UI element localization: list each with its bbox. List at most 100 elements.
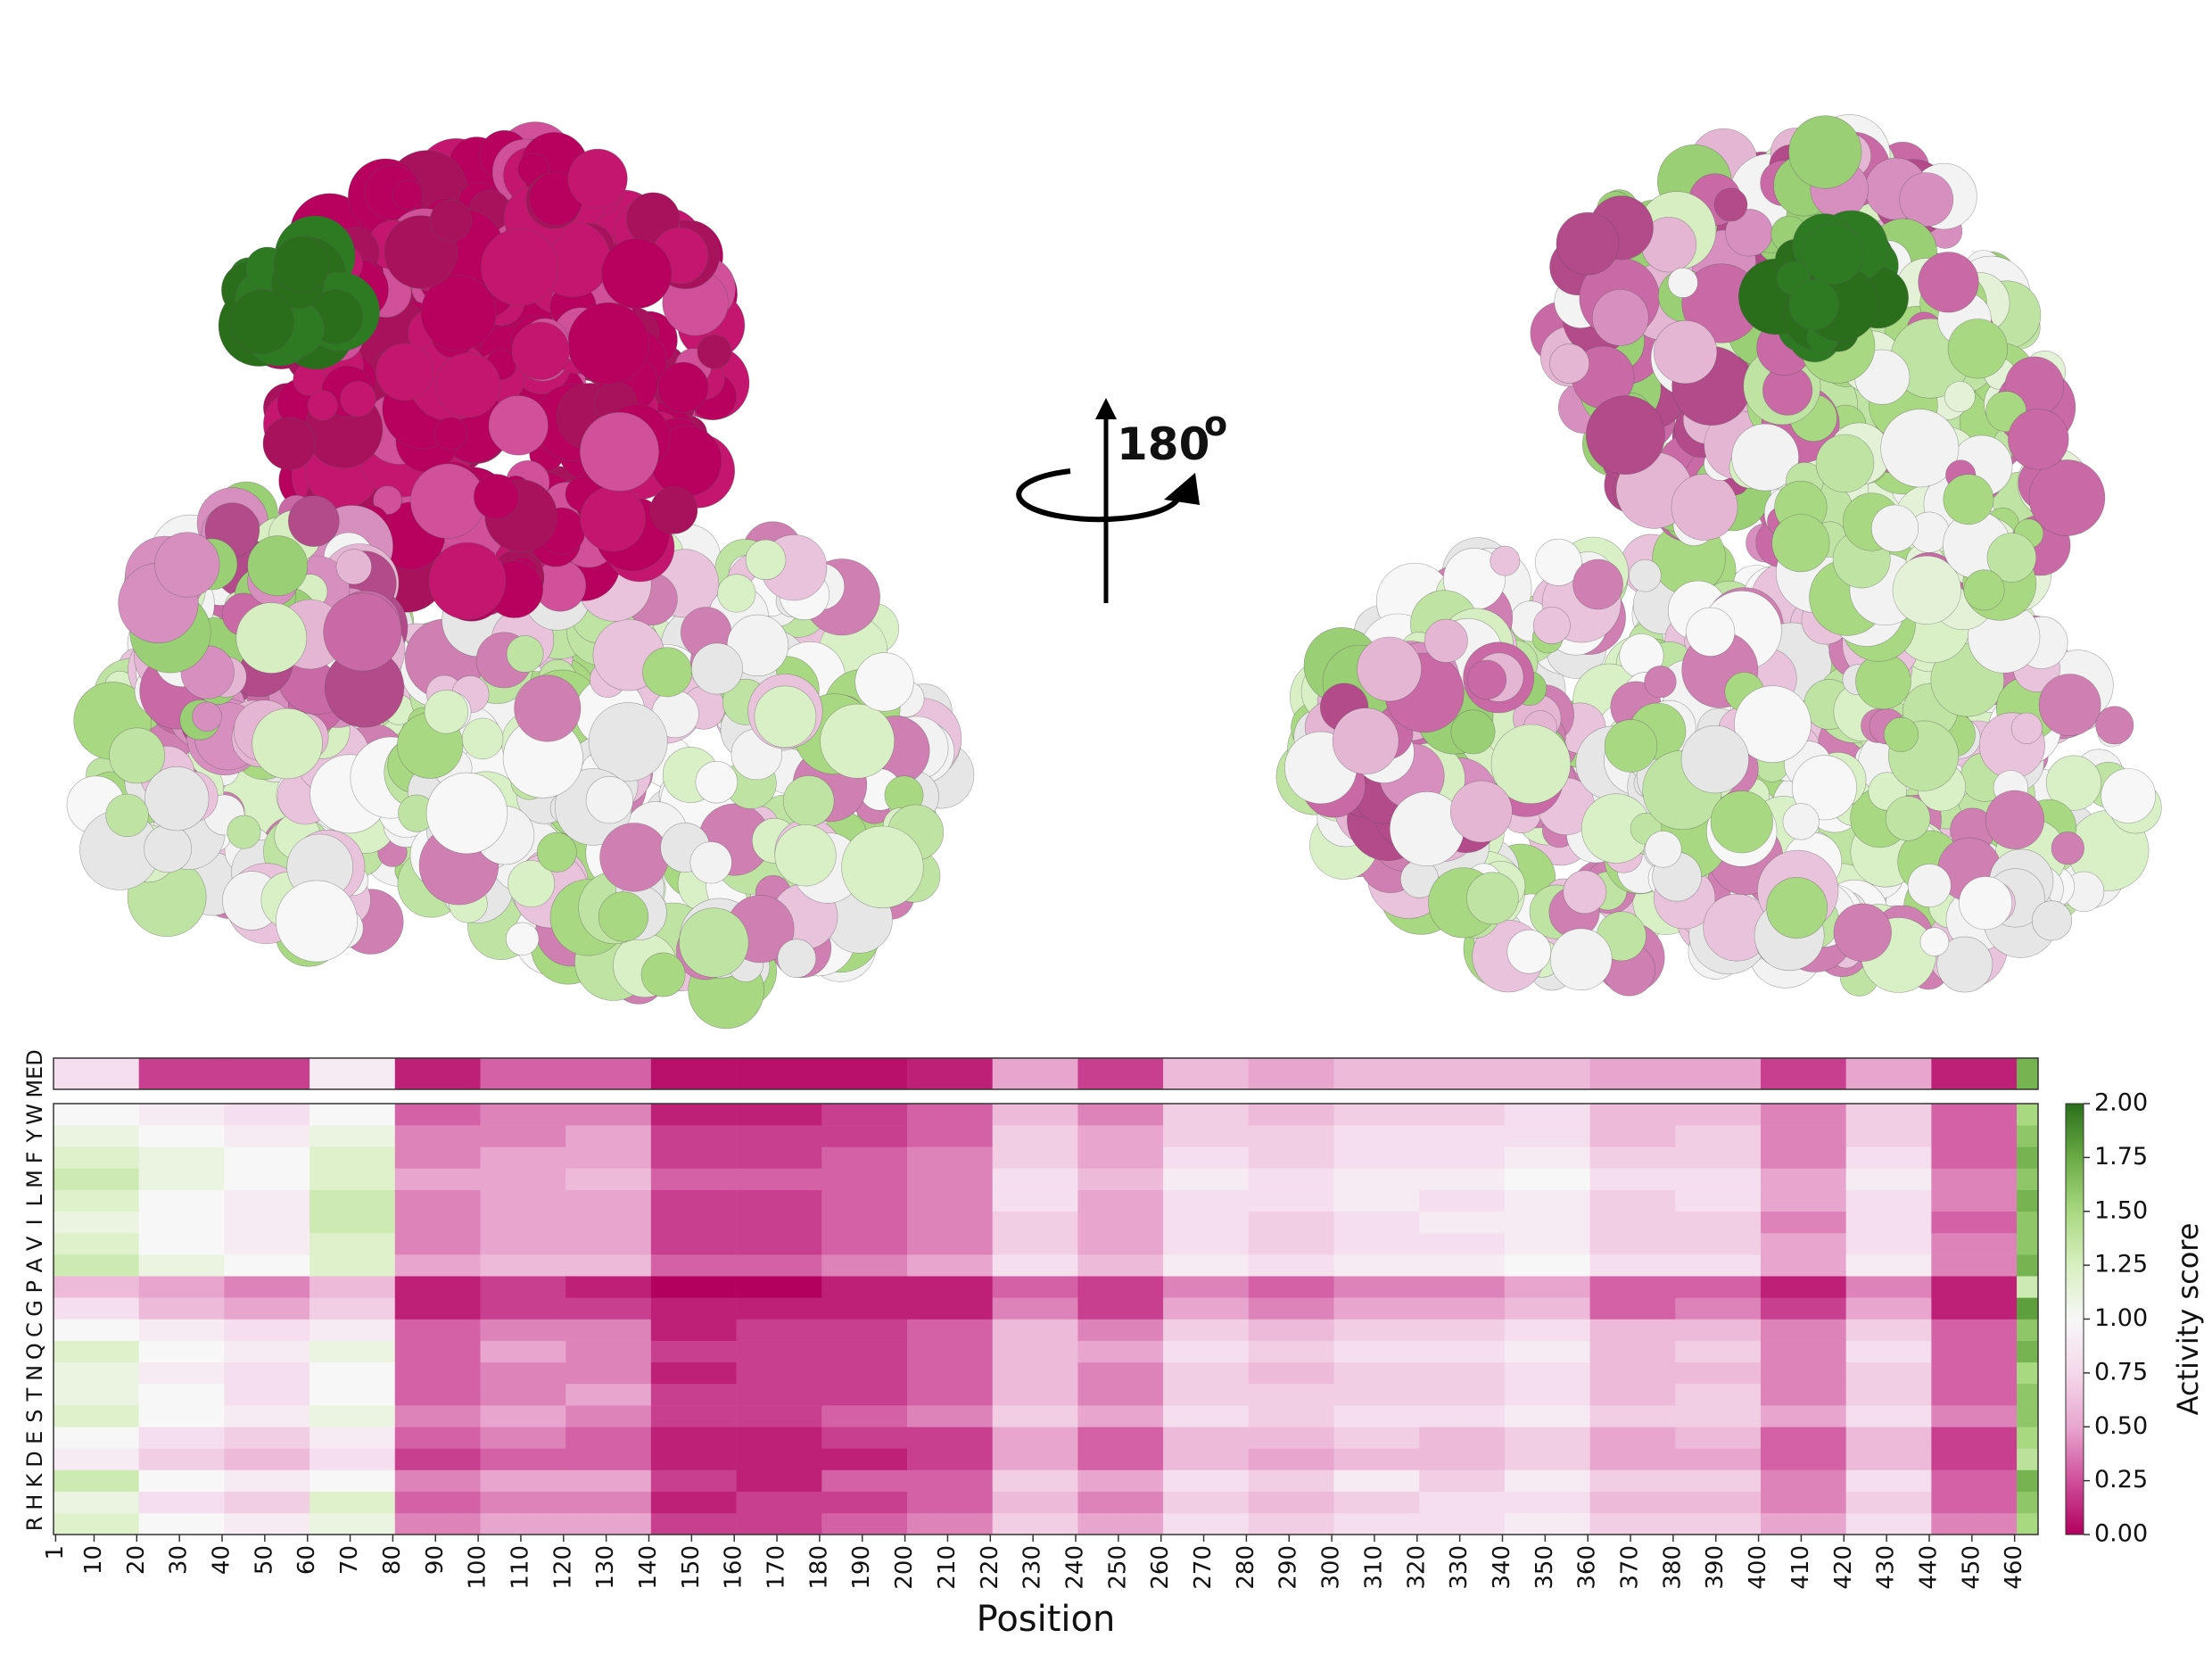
heat-cell — [1419, 1104, 1506, 1126]
heat-cell — [1931, 1232, 2018, 1255]
x-tick-label: 330 — [1446, 1545, 1473, 1590]
heat-cell — [1931, 1427, 2018, 1449]
surface-patch — [536, 832, 577, 873]
heat-cell — [1248, 1469, 1334, 1492]
surface-patch — [1671, 474, 1738, 541]
heat-cell — [1589, 1340, 1676, 1363]
heat-cell — [992, 1232, 1078, 1255]
summary-cell — [480, 1058, 566, 1089]
surface-patch — [373, 485, 402, 515]
heat-cell — [821, 1211, 908, 1234]
heat-cell — [224, 1104, 310, 1126]
surface-patch — [691, 642, 743, 695]
heat-cell — [1163, 1168, 1250, 1190]
heat-cell — [1077, 1512, 1164, 1535]
heat-cell — [1760, 1189, 1846, 1212]
heat-cell — [1931, 1340, 2018, 1363]
surface-patch — [1466, 659, 1507, 700]
surface-patch — [287, 495, 340, 547]
heat-cell — [906, 1319, 993, 1341]
heat-cell — [1163, 1448, 1250, 1470]
heat-cell — [1163, 1125, 1250, 1147]
surface-patch — [1918, 252, 1979, 313]
summary-cell — [1931, 1058, 2018, 1089]
surface-patch — [697, 334, 732, 369]
x-tick-label: 300 — [1318, 1545, 1345, 1590]
x-tick-label: 440 — [1915, 1545, 1942, 1590]
heat-cell — [736, 1448, 822, 1470]
row-label: D — [22, 1451, 47, 1467]
heat-cell — [2017, 1189, 2039, 1212]
heat-cell — [736, 1361, 822, 1385]
heat-cell — [821, 1232, 908, 1255]
heat-cell — [1077, 1340, 1164, 1363]
row-label: Q — [22, 1343, 47, 1360]
heat-cell — [821, 1405, 908, 1427]
heat-cell — [565, 1125, 652, 1147]
heat-cell — [1675, 1297, 1762, 1320]
heat-cell — [1077, 1104, 1164, 1126]
heat-cell — [1163, 1254, 1250, 1277]
heat-cell — [224, 1319, 310, 1341]
surface-patch — [1855, 653, 1911, 710]
heat-cell — [394, 1319, 481, 1341]
heat-cell — [1675, 1211, 1762, 1234]
heat-cell — [1333, 1361, 1420, 1385]
heat-cell — [565, 1168, 652, 1190]
surface-patch — [229, 289, 294, 354]
heat-cell — [1931, 1405, 2018, 1427]
heat-cell — [1675, 1469, 1762, 1492]
heat-cell — [1845, 1232, 1932, 1255]
heat-cell — [565, 1340, 652, 1363]
heat-cell — [54, 1146, 139, 1169]
heat-cell — [1760, 1168, 1846, 1190]
heat-cell — [1589, 1469, 1676, 1492]
heat-cell — [1760, 1146, 1846, 1169]
heat-cell — [1163, 1491, 1250, 1514]
heat-cell — [821, 1146, 908, 1169]
heat-cell — [1248, 1491, 1334, 1514]
colorbar-tick-label: 0.50 — [2094, 1412, 2148, 1440]
heat-cell — [310, 1189, 396, 1212]
heat-cell — [480, 1427, 566, 1449]
heat-cell — [1419, 1405, 1506, 1427]
rotation-indicator: 180 o — [1016, 398, 1227, 603]
heat-cell — [224, 1469, 310, 1492]
heat-cell — [54, 1512, 139, 1535]
heat-cell — [565, 1232, 652, 1255]
heat-cell — [1589, 1297, 1676, 1320]
row-label: C — [22, 1322, 47, 1337]
heat-cell — [1845, 1104, 1932, 1126]
heat-cell — [138, 1405, 225, 1427]
row-label: E — [22, 1431, 47, 1444]
heat-cell — [906, 1383, 993, 1406]
heat-cell — [1589, 1491, 1676, 1514]
x-tick-label: 250 — [1104, 1545, 1131, 1590]
heat-cell — [650, 1405, 737, 1427]
surface-patch — [1936, 936, 1993, 993]
heat-cell — [1333, 1276, 1420, 1298]
surface-patch — [433, 417, 468, 451]
heat-cell — [2017, 1361, 2039, 1385]
heat-cell — [565, 1427, 652, 1449]
heat-cell — [1931, 1512, 2018, 1535]
heat-cell — [992, 1146, 1078, 1169]
heat-cell — [565, 1319, 652, 1341]
heat-cell — [821, 1469, 908, 1492]
heat-cell — [54, 1254, 139, 1277]
row-label: Y — [22, 1129, 47, 1144]
summary-cell — [906, 1058, 993, 1089]
surface-patch — [508, 860, 556, 908]
surface-patch — [1490, 545, 1521, 576]
heat-cell — [394, 1361, 481, 1385]
heat-cell — [906, 1448, 993, 1470]
colorbar-tick-label: 1.25 — [2094, 1251, 2148, 1278]
surface-patch — [1572, 558, 1623, 610]
heat-cell — [1504, 1491, 1590, 1514]
heat-cell — [1248, 1383, 1334, 1406]
heat-cell — [310, 1168, 396, 1190]
heat-cell — [1163, 1104, 1250, 1126]
heat-cell — [1589, 1211, 1676, 1234]
heat-cell — [1504, 1146, 1590, 1169]
